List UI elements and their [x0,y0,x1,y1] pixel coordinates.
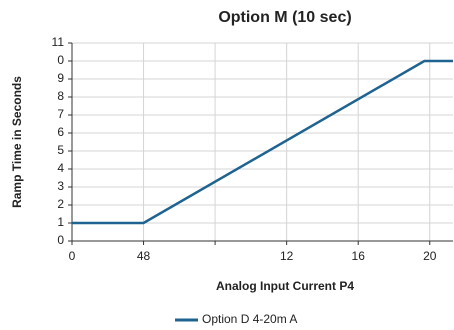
y-tick-label: 9 [57,71,64,85]
legend-label: Option D 4-20m A [202,312,297,326]
x-tick-label: 48 [137,249,151,263]
y-tick-label: 7 [57,107,64,121]
y-tick-label: 0 [57,53,64,67]
y-tick-label: 0 [57,233,64,247]
chart-title: Option M (10 sec) [218,9,351,26]
y-tick-label: 4 [57,161,64,175]
y-tick-label: 5 [57,143,64,157]
x-tick-label: 20 [423,249,437,263]
x-tick-label: 12 [280,249,294,263]
y-axis-label: Ramp Time in Seconds [10,76,24,208]
data-line [72,59,453,225]
y-tick-label: 1 [57,215,64,229]
y-tick-label: 11 [52,35,65,49]
y-tick-label: 6 [57,125,64,139]
x-tick-label: 0 [69,249,76,263]
y-tick-label: 8 [57,89,64,103]
x-axis-label: Analog Input Current P4 [216,279,354,293]
y-tick-label: 3 [57,179,64,193]
y-tick-label: 2 [57,197,64,211]
x-tick-label: 16 [352,249,366,263]
